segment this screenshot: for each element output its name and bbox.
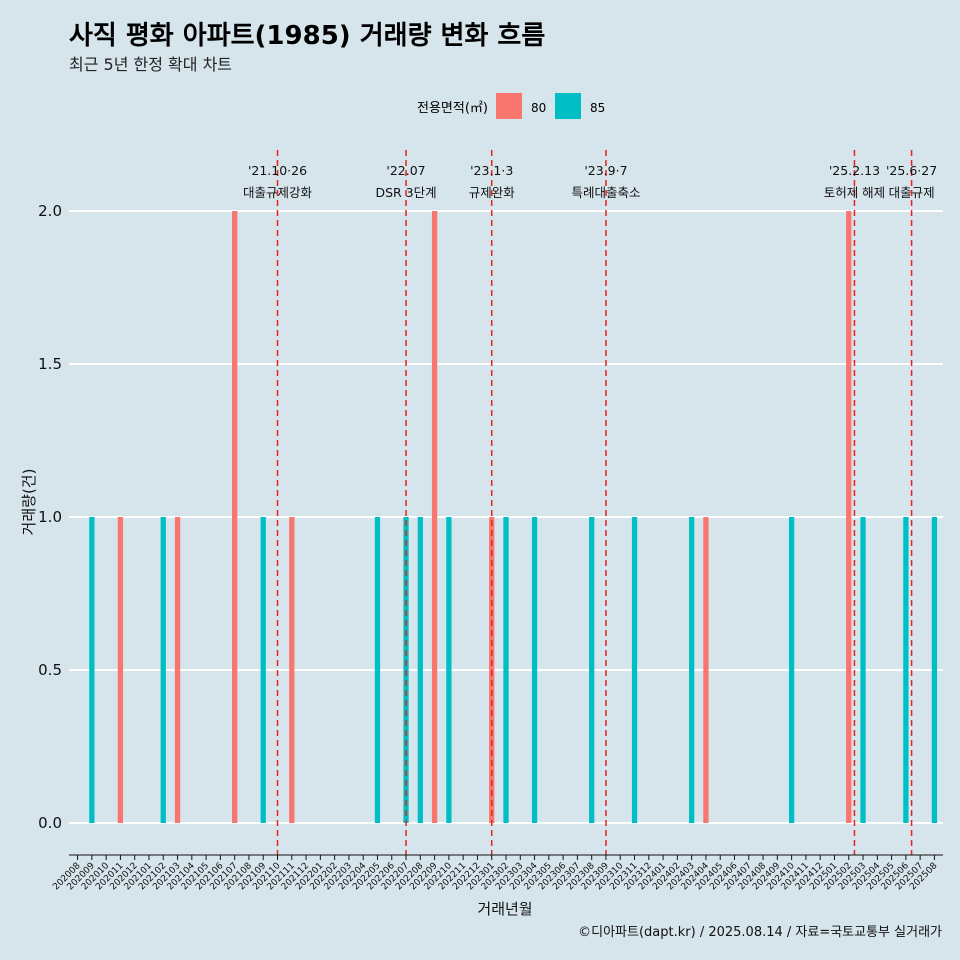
y-tick-label: 0.0 bbox=[38, 814, 62, 832]
event-date: '22.07 bbox=[386, 163, 425, 178]
bar-85-202503 bbox=[860, 517, 866, 823]
bar-85-202205 bbox=[374, 517, 381, 823]
y-axis-ticks: 0.0 0.5 1.0 1.5 2.0 bbox=[38, 202, 62, 832]
bar-85-202304 bbox=[531, 517, 538, 823]
event-label: 특례대출축소 bbox=[571, 185, 640, 200]
y-tick-label: 0.5 bbox=[38, 661, 62, 679]
bar-80-202107 bbox=[232, 211, 238, 823]
event-label: 규제완화 bbox=[469, 185, 516, 200]
legend-swatch-85 bbox=[555, 93, 581, 119]
y-tick-label: 1.5 bbox=[38, 355, 62, 373]
bar-85-202109 bbox=[260, 517, 266, 823]
bar-85-202506 bbox=[903, 517, 909, 823]
event-date: '21.10·26 bbox=[248, 163, 307, 178]
x-axis-title: 거래년월 bbox=[477, 900, 532, 918]
event-label: DSR 3단계 bbox=[375, 185, 436, 200]
bar-85-202302 bbox=[503, 517, 509, 823]
event-label: 토허제 해제 bbox=[824, 185, 885, 200]
bar-80-202502 bbox=[846, 211, 852, 823]
bars bbox=[89, 211, 938, 823]
bar-80-202103 bbox=[174, 517, 181, 823]
legend: 전용면적(㎡) 80 85 bbox=[417, 93, 605, 119]
bar-85-202311 bbox=[631, 517, 638, 823]
bar-85-202210 bbox=[446, 517, 452, 823]
legend-title: 전용면적(㎡) bbox=[417, 101, 488, 116]
event-date: '23.1·3 bbox=[470, 163, 513, 178]
x-axis: 2020082020092020102020112020122021012021… bbox=[51, 854, 943, 892]
event-lines: '21.10·26 대출규제강화 '22.07 DSR 3단계 '23.1·3 규제완화 '… bbox=[243, 150, 937, 855]
chart-subtitle: 최근 5년 한정 확대 차트 bbox=[69, 55, 232, 74]
y-axis-title: 거래량(건) bbox=[20, 469, 38, 536]
chart-title: 사직 평화 아파트(1985) 거래량 변화 흐름 bbox=[69, 21, 545, 51]
bar-85-202410 bbox=[788, 517, 795, 823]
legend-label-80: 80 bbox=[531, 101, 546, 115]
bar-80-202209 bbox=[431, 211, 438, 823]
bar-80-202111 bbox=[289, 517, 295, 823]
legend-label-85: 85 bbox=[590, 101, 605, 115]
bar-80-202011 bbox=[117, 517, 124, 823]
bar-85-202009 bbox=[89, 517, 95, 823]
y-tick-label: 2.0 bbox=[38, 202, 62, 220]
event-label: 대출규제강화 bbox=[243, 185, 313, 200]
bar-85-202102 bbox=[160, 517, 166, 823]
caption: ©디아파트(dapt.kr) / 2025.08.14 / 자료=국토교통부 실… bbox=[578, 925, 942, 940]
legend-swatch-80 bbox=[496, 93, 522, 119]
event-date: '25.2.13 bbox=[829, 163, 880, 178]
event-date: '23.9·7 bbox=[584, 163, 627, 178]
event-date: '25.6·27 bbox=[886, 163, 937, 178]
bar-80-202404 bbox=[703, 517, 709, 823]
bar-85-202508 bbox=[931, 517, 938, 823]
bar-85-202208 bbox=[417, 517, 423, 823]
event-label: 대출규제 bbox=[889, 185, 935, 200]
bar-85-202403 bbox=[689, 517, 695, 823]
y-tick-label: 1.0 bbox=[38, 508, 62, 526]
bar-85-202308 bbox=[589, 517, 595, 823]
